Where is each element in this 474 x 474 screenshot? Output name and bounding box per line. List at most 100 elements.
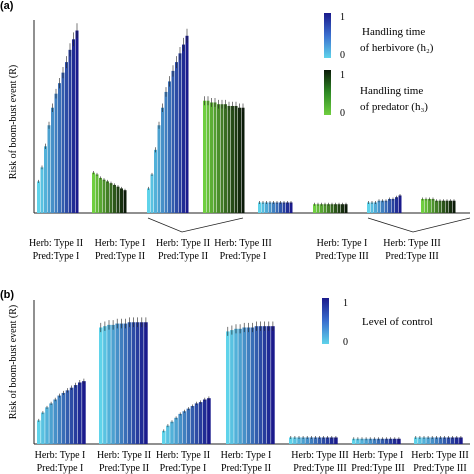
legend-control-min: 0 <box>343 337 348 348</box>
panel-b-ylabel: Risk of boom-bust event (R) <box>8 305 19 419</box>
bar <box>261 202 265 213</box>
category-label-line1: Herb: Type II <box>29 238 83 249</box>
category-label-line1: Herb: Type III <box>411 450 468 461</box>
bar <box>61 392 66 444</box>
bar <box>323 204 327 213</box>
bar <box>53 399 57 444</box>
bar <box>234 328 238 444</box>
category-label-line1: Herb: Type I <box>221 450 272 461</box>
bar <box>144 322 148 444</box>
bar <box>109 183 113 213</box>
bar <box>442 437 447 444</box>
bar <box>352 438 356 444</box>
category-label-line1: Herb: Type III <box>291 450 348 461</box>
bar <box>92 172 95 213</box>
bar <box>320 204 323 213</box>
panel-a-ylabel: Risk of boom-bust event (R) <box>8 65 19 179</box>
bar <box>127 322 132 444</box>
bar <box>227 105 231 213</box>
bar <box>313 204 316 213</box>
bar <box>279 202 282 213</box>
bar <box>428 198 431 213</box>
bar <box>384 200 388 213</box>
legend-predator-max: 1 <box>340 70 345 81</box>
bar <box>442 200 445 213</box>
bar <box>289 202 293 213</box>
bar <box>123 190 127 213</box>
bar <box>381 200 384 213</box>
bar <box>327 204 330 213</box>
bar <box>47 125 51 213</box>
bar <box>356 438 360 444</box>
bar <box>374 202 377 213</box>
category-label-line1: Herb: Type II <box>156 238 210 249</box>
legend-herbivore-max: 1 <box>340 12 345 23</box>
bar <box>113 184 116 213</box>
category-label-line1: Herb: Type II <box>156 450 210 461</box>
bar <box>271 326 275 444</box>
bar <box>106 181 109 213</box>
bar <box>44 146 47 213</box>
category-label-line2: Pred:Type I <box>160 463 207 474</box>
bar <box>388 198 391 213</box>
bar <box>380 438 385 444</box>
bar <box>330 204 334 213</box>
bar <box>334 204 337 213</box>
bar <box>107 324 111 444</box>
bar <box>111 324 115 444</box>
bar <box>250 327 255 444</box>
bar <box>317 437 322 444</box>
bar <box>431 198 435 213</box>
legend-predator-title-1: Handling time <box>360 85 423 97</box>
bar <box>397 438 401 444</box>
bar <box>293 437 297 444</box>
category-label-line1: Herb: Type III <box>383 238 440 249</box>
bar <box>161 107 164 213</box>
bar <box>45 407 49 444</box>
bar <box>435 200 438 213</box>
bar <box>115 323 119 444</box>
legend-control-title: Level of control <box>362 316 433 328</box>
bar <box>377 200 381 213</box>
bar <box>194 403 199 444</box>
bar <box>395 197 398 213</box>
bar <box>182 44 185 214</box>
bar <box>455 437 459 444</box>
bar <box>49 403 53 444</box>
legend-herbivore-colorbar <box>324 13 331 58</box>
bar <box>57 395 62 444</box>
bar <box>154 149 157 213</box>
bar <box>246 327 251 444</box>
bar <box>166 425 170 444</box>
bar <box>41 412 45 444</box>
category-label-line2: Pred:Type I <box>220 251 267 262</box>
bar <box>150 174 154 213</box>
bar <box>445 200 449 213</box>
bar <box>135 322 140 444</box>
bar <box>262 326 267 444</box>
bar <box>157 125 161 213</box>
bar <box>119 323 124 444</box>
bar <box>282 202 286 213</box>
bar <box>344 204 348 213</box>
bar <box>58 83 61 213</box>
category-label-line2: Pred:Type III <box>293 463 346 474</box>
panel-a-label: (a) <box>0 0 14 12</box>
bar <box>174 417 178 444</box>
bar <box>364 438 368 444</box>
bar <box>99 327 103 444</box>
bar <box>206 100 210 213</box>
bar <box>170 421 174 444</box>
bar <box>426 437 430 444</box>
category-label-line2: Pred:Type III <box>385 251 438 262</box>
bar <box>168 81 171 213</box>
bar <box>203 100 206 213</box>
bar <box>120 188 123 213</box>
bar <box>360 438 364 444</box>
bar <box>99 177 102 213</box>
bar <box>131 322 136 444</box>
panel-b-label: (b) <box>0 289 14 301</box>
bar <box>73 385 78 444</box>
bar <box>171 70 175 213</box>
